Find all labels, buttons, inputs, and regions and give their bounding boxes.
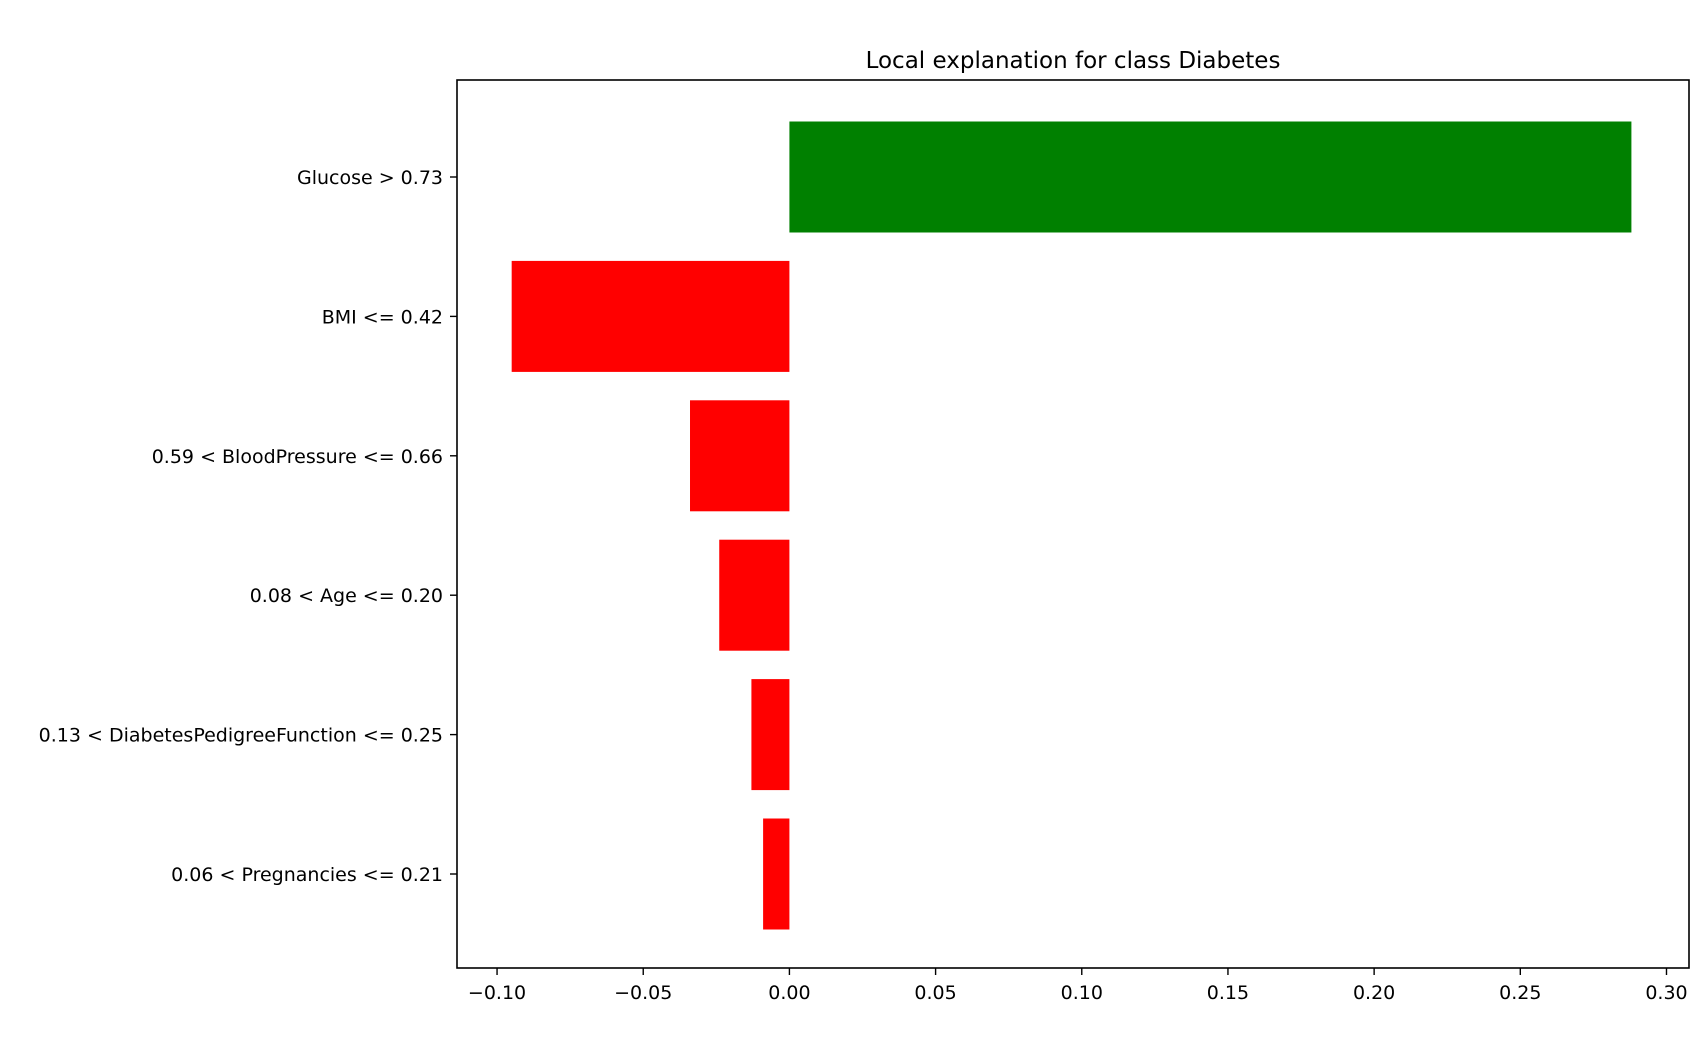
x-tick-label-2: 0.00 (768, 982, 810, 1004)
y-axis: Glucose > 0.73 BMI <= 0.42 0.59 < BloodPre… (39, 167, 457, 886)
y-tick-label-2: 0.59 < BloodPressure <= 0.66 (152, 446, 443, 468)
x-axis: −0.10 −0.05 0.00 0.05 0.10 0.15 0.20 0.25 0.30 (468, 968, 1688, 1004)
y-tick-label-5: 0.06 < Pregnancies <= 0.21 (171, 864, 443, 886)
x-tick-label-6: 0.20 (1353, 982, 1395, 1004)
y-tick-label-4: 0.13 < DiabetesPedigreeFunction <= 0.25 (39, 725, 443, 747)
bar-2 (690, 400, 790, 512)
x-tick-label-8: 0.30 (1645, 982, 1687, 1004)
x-tick-label-1: −0.05 (614, 982, 672, 1004)
bar-4 (751, 679, 790, 791)
x-tick-label-3: 0.05 (914, 982, 956, 1004)
chart-title: Local explanation for class Diabetes (866, 48, 1281, 74)
x-tick-label-7: 0.25 (1499, 982, 1541, 1004)
x-tick-label-5: 0.15 (1207, 982, 1249, 1004)
bar-5 (763, 818, 790, 930)
bar-0 (789, 121, 1632, 233)
plot-frame (456, 79, 1690, 969)
bar-3 (719, 539, 790, 651)
y-tick-label-1: BMI <= 0.42 (322, 306, 443, 328)
bars-layer (511, 121, 1632, 930)
y-tick-label-0: Glucose > 0.73 (297, 167, 443, 189)
x-tick-label-0: −0.10 (468, 982, 526, 1004)
y-tick-label-3: 0.08 < Age <= 0.20 (250, 585, 443, 607)
x-tick-label-4: 0.10 (1061, 982, 1103, 1004)
bar-1 (511, 260, 790, 372)
